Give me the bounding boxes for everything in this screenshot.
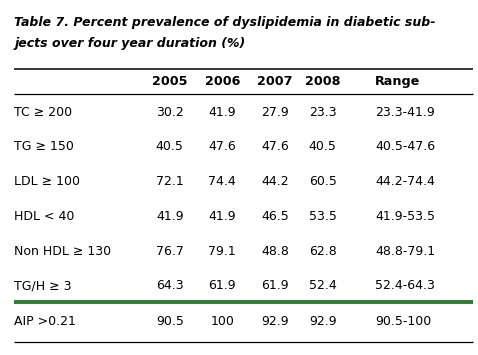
Text: 30.2: 30.2 — [156, 106, 184, 119]
Text: 52.4-64.3: 52.4-64.3 — [375, 279, 435, 292]
Text: Table 7. Percent prevalence of dyslipidemia in diabetic sub-: Table 7. Percent prevalence of dyslipide… — [14, 16, 436, 29]
Text: 61.9: 61.9 — [208, 279, 236, 292]
Text: 44.2: 44.2 — [261, 175, 289, 188]
Text: TG ≥ 150: TG ≥ 150 — [14, 140, 74, 153]
Text: 46.5: 46.5 — [261, 210, 289, 223]
Text: 2007: 2007 — [257, 75, 293, 88]
Text: 23.3: 23.3 — [309, 106, 337, 119]
Text: 2006: 2006 — [205, 75, 240, 88]
Text: 44.2-74.4: 44.2-74.4 — [375, 175, 435, 188]
Text: 48.8-79.1: 48.8-79.1 — [375, 245, 435, 258]
Text: 76.7: 76.7 — [156, 245, 184, 258]
Text: 60.5: 60.5 — [309, 175, 337, 188]
Text: 100: 100 — [210, 316, 234, 328]
Text: Non HDL ≥ 130: Non HDL ≥ 130 — [14, 245, 111, 258]
Text: 27.9: 27.9 — [261, 106, 289, 119]
Text: 74.4: 74.4 — [208, 175, 236, 188]
Text: 41.9: 41.9 — [208, 106, 236, 119]
Text: LDL ≥ 100: LDL ≥ 100 — [14, 175, 80, 188]
Text: 40.5: 40.5 — [156, 140, 184, 153]
Text: 23.3-41.9: 23.3-41.9 — [375, 106, 435, 119]
Text: 53.5: 53.5 — [309, 210, 337, 223]
Text: TG/H ≥ 3: TG/H ≥ 3 — [14, 279, 72, 292]
Text: 41.9: 41.9 — [156, 210, 184, 223]
Text: 90.5: 90.5 — [156, 316, 184, 328]
Text: 62.8: 62.8 — [309, 245, 337, 258]
Text: 92.9: 92.9 — [309, 316, 337, 328]
Text: Range: Range — [375, 75, 421, 88]
Text: 48.8: 48.8 — [261, 245, 289, 258]
Text: 41.9: 41.9 — [208, 210, 236, 223]
Text: 72.1: 72.1 — [156, 175, 184, 188]
Text: 2005: 2005 — [152, 75, 187, 88]
Text: 64.3: 64.3 — [156, 279, 184, 292]
Text: jects over four year duration (%): jects over four year duration (%) — [14, 37, 246, 50]
Text: 92.9: 92.9 — [261, 316, 289, 328]
Text: 61.9: 61.9 — [261, 279, 289, 292]
Text: 40.5: 40.5 — [309, 140, 337, 153]
Text: 40.5-47.6: 40.5-47.6 — [375, 140, 435, 153]
Text: TC ≥ 200: TC ≥ 200 — [14, 106, 73, 119]
Text: HDL < 40: HDL < 40 — [14, 210, 75, 223]
Text: 90.5-100: 90.5-100 — [375, 316, 432, 328]
Text: 47.6: 47.6 — [208, 140, 236, 153]
Text: 52.4: 52.4 — [309, 279, 337, 292]
Text: 2008: 2008 — [305, 75, 340, 88]
Text: 47.6: 47.6 — [261, 140, 289, 153]
Text: 79.1: 79.1 — [208, 245, 236, 258]
Text: 41.9-53.5: 41.9-53.5 — [375, 210, 435, 223]
Text: AIP >0.21: AIP >0.21 — [14, 316, 76, 328]
